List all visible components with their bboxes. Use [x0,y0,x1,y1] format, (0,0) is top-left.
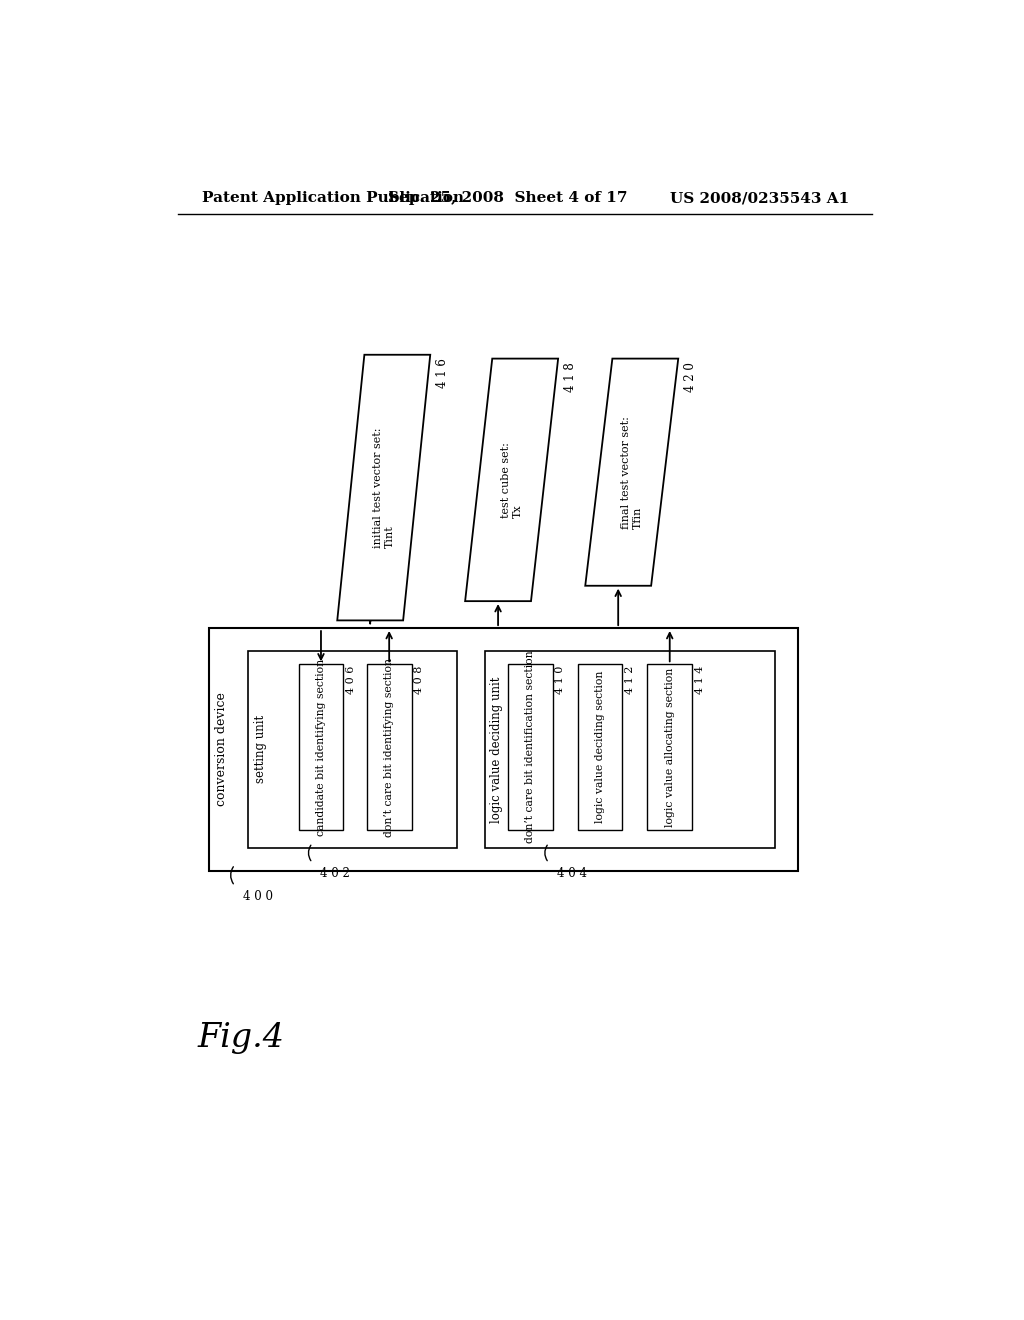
Text: 4 0 4: 4 0 4 [557,867,587,880]
Polygon shape [465,359,558,601]
Text: logic value deciding section: logic value deciding section [595,671,605,824]
Polygon shape [586,359,678,586]
Text: 4 1 0: 4 1 0 [555,665,565,694]
Text: don’t care bit identifying section: don’t care bit identifying section [384,657,394,837]
Text: candidate bit identifying section: candidate bit identifying section [316,659,326,836]
Text: 4 1 6: 4 1 6 [436,359,450,388]
Text: 4 0 8: 4 0 8 [414,665,424,694]
Polygon shape [337,355,430,620]
Text: Sep. 25, 2008  Sheet 4 of 17: Sep. 25, 2008 Sheet 4 of 17 [388,191,628,206]
Text: 4 1 2: 4 1 2 [625,665,635,694]
Text: setting unit: setting unit [254,715,267,784]
Text: logic value deciding unit: logic value deciding unit [490,676,504,822]
Text: logic value allocating section: logic value allocating section [665,668,675,826]
Text: US 2008/0235543 A1: US 2008/0235543 A1 [670,191,849,206]
Bar [484,651,775,847]
Text: 4 1 4: 4 1 4 [694,665,705,694]
Bar [209,628,799,871]
Bar [508,664,553,830]
Text: 4 0 6: 4 0 6 [346,665,355,694]
Bar [248,651,458,847]
Text: 4 0 0: 4 0 0 [243,890,272,903]
Text: initial test vector set:
Tint: initial test vector set: Tint [373,428,394,548]
Text: don’t care bit identification section: don’t care bit identification section [525,651,536,843]
Bar [647,664,692,830]
Bar [578,664,623,830]
Text: 4 1 8: 4 1 8 [564,363,578,392]
Text: Patent Application Publication: Patent Application Publication [202,191,464,206]
Text: conversion device: conversion device [215,693,228,807]
Bar [367,664,412,830]
Bar [299,664,343,830]
Text: 4 2 0: 4 2 0 [684,363,697,392]
Text: final test vector set:
Tfin: final test vector set: Tfin [621,416,642,528]
Text: test cube set:
Tx: test cube set: Tx [501,442,522,517]
Text: 4 0 2: 4 0 2 [321,867,350,880]
Text: Fig.4: Fig.4 [198,1022,285,1053]
